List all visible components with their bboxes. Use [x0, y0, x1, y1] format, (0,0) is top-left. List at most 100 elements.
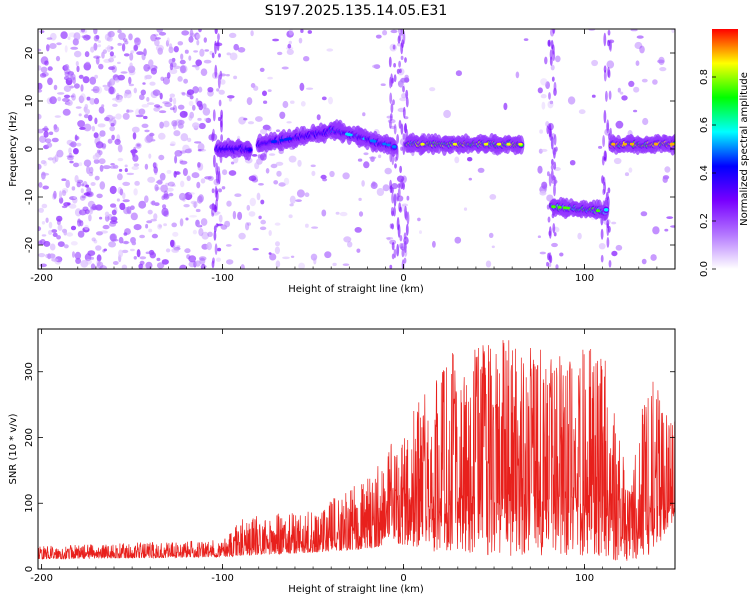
noise-speckle [169, 107, 175, 111]
noise-speckle [363, 152, 369, 156]
noise-speckle [126, 109, 130, 113]
noise-speckle [269, 153, 276, 156]
noise-speckle [133, 188, 138, 196]
spectrogram-x-tick-label: 0 [400, 273, 406, 284]
noise-speckle [329, 170, 335, 178]
colorbar-tick-label: 0.2 [699, 213, 710, 229]
noise-streak [549, 49, 553, 60]
noise-speckle [657, 59, 665, 64]
noise-speckle [163, 223, 168, 227]
noise-speckle [269, 253, 277, 261]
noise-speckle [49, 43, 57, 49]
noise-speckle [313, 257, 317, 265]
noise-speckle [38, 89, 43, 93]
noise-speckle [56, 215, 63, 222]
noise-speckle [57, 224, 63, 231]
noise-speckle [73, 162, 80, 168]
noise-speckle [157, 223, 163, 230]
noise-streak [547, 39, 551, 47]
noise-speckle [190, 200, 198, 205]
noise-streak [214, 243, 218, 255]
noise-speckle [544, 56, 548, 65]
noise-speckle [38, 163, 42, 170]
noise-speckle [342, 172, 350, 180]
noise-speckle [641, 258, 647, 265]
noise-speckle [188, 55, 192, 61]
noise-speckle [93, 55, 101, 59]
noise-speckle [283, 177, 290, 186]
noise-speckle [539, 129, 543, 134]
noise-speckle [189, 215, 198, 218]
noise-speckle [181, 92, 186, 96]
noise-speckle [204, 117, 209, 122]
noise-streak [405, 223, 409, 236]
noise-speckle [540, 78, 548, 86]
noise-speckle [370, 182, 378, 189]
signal-peak [595, 209, 601, 213]
noise-streak [398, 33, 402, 42]
noise-speckle [83, 159, 92, 167]
noise-streak [606, 119, 610, 131]
noise-speckle [61, 178, 67, 181]
noise-speckle [151, 233, 158, 239]
noise-streak [402, 182, 405, 190]
noise-speckle [73, 32, 81, 41]
noise-speckle [136, 51, 144, 55]
noise-speckle [238, 232, 246, 240]
noise-speckle [290, 255, 295, 258]
noise-speckle [83, 192, 91, 196]
noise-speckle [150, 139, 156, 142]
noise-speckle [57, 96, 62, 102]
noise-speckle [186, 89, 195, 96]
noise-speckle [88, 171, 94, 177]
noise-speckle [111, 134, 115, 141]
noise-speckle [99, 216, 103, 220]
noise-speckle [295, 199, 302, 203]
noise-speckle [154, 39, 160, 47]
noise-speckle [162, 204, 167, 209]
noise-speckle [82, 226, 90, 233]
noise-speckle [238, 116, 247, 125]
noise-speckle [343, 236, 352, 243]
noise-speckle [642, 117, 649, 126]
noise-speckle [115, 95, 123, 103]
noise-speckle [218, 188, 222, 193]
noise-streak [213, 154, 216, 168]
noise-speckle [324, 251, 332, 259]
noise-speckle [198, 228, 204, 237]
noise-speckle [195, 97, 199, 105]
noise-speckle [357, 158, 363, 162]
noise-speckle [275, 260, 281, 268]
noise-speckle [155, 186, 160, 191]
noise-speckle [226, 200, 232, 207]
noise-speckle [220, 79, 226, 85]
noise-speckle [217, 247, 222, 252]
noise-speckle [166, 187, 174, 192]
noise-speckle [200, 265, 207, 268]
noise-speckle [53, 126, 60, 133]
noise-speckle [207, 87, 214, 93]
noise-speckle [247, 121, 255, 125]
noise-speckle [179, 218, 184, 227]
noise-streak [220, 109, 224, 120]
spectrogram-x-ticks: -200 -100 0 100 [30, 29, 676, 284]
noise-speckle [218, 89, 225, 95]
noise-speckle [150, 34, 157, 42]
snr-frame [37, 328, 676, 570]
noise-speckle [155, 180, 163, 184]
noise-speckle [188, 36, 194, 43]
noise-speckle [200, 218, 208, 226]
noise-speckle [129, 52, 134, 61]
noise-speckle [555, 264, 559, 269]
noise-speckle [274, 222, 281, 226]
noise-speckle [76, 65, 80, 73]
noise-speckle [253, 85, 259, 91]
noise-speckle [71, 93, 76, 101]
noise-speckle [168, 192, 174, 197]
noise-speckle [154, 184, 159, 192]
noise-speckle [375, 34, 382, 39]
noise-streak [211, 52, 215, 59]
noise-speckle [43, 240, 51, 247]
noise-speckle [116, 198, 120, 202]
noise-speckle [143, 64, 151, 72]
